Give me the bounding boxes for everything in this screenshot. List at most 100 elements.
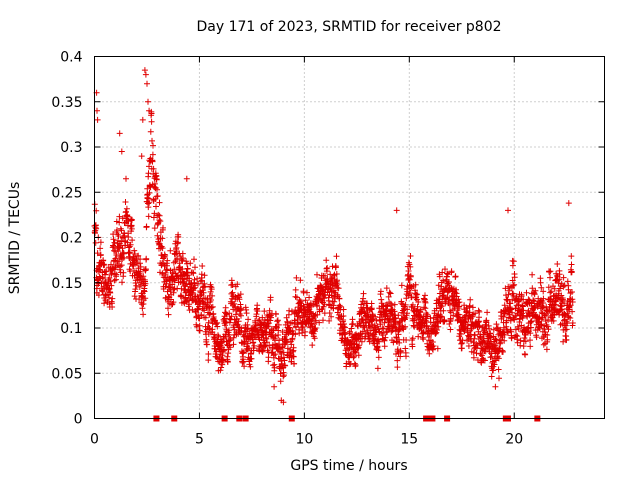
data-point bbox=[162, 283, 169, 290]
data-point bbox=[120, 269, 127, 276]
data-point bbox=[490, 326, 497, 333]
data-point bbox=[470, 354, 477, 361]
data-point bbox=[194, 275, 201, 282]
data-point bbox=[226, 319, 233, 326]
data-point bbox=[186, 301, 193, 308]
data-point bbox=[332, 264, 339, 271]
data-point bbox=[341, 331, 348, 338]
data-point bbox=[492, 383, 499, 390]
data-point bbox=[391, 308, 398, 315]
data-point bbox=[506, 287, 513, 294]
data-point bbox=[128, 225, 135, 232]
data-point bbox=[324, 265, 331, 271]
data-point bbox=[565, 200, 572, 207]
data-point bbox=[230, 334, 237, 341]
data-point bbox=[190, 285, 197, 292]
data-point bbox=[132, 286, 139, 293]
data-point bbox=[527, 337, 533, 344]
data-point bbox=[405, 268, 412, 274]
data-point bbox=[545, 316, 552, 323]
data-point bbox=[544, 336, 551, 343]
data-point bbox=[448, 284, 455, 291]
data-point bbox=[406, 276, 413, 283]
data-point bbox=[118, 227, 125, 234]
data-point bbox=[533, 334, 540, 341]
data-point bbox=[123, 205, 130, 212]
data-point bbox=[314, 271, 320, 278]
data-point bbox=[336, 295, 343, 302]
data-point bbox=[498, 336, 505, 343]
data-point bbox=[251, 342, 258, 349]
data-point bbox=[283, 314, 290, 321]
data-point bbox=[200, 300, 207, 307]
data-point bbox=[567, 315, 574, 321]
data-point bbox=[387, 300, 394, 307]
data-point bbox=[374, 343, 381, 350]
data-point bbox=[218, 364, 225, 371]
data-point bbox=[358, 308, 365, 315]
data-point bbox=[432, 330, 439, 337]
data-point bbox=[335, 285, 342, 292]
data-point bbox=[99, 275, 106, 282]
data-point bbox=[568, 253, 575, 260]
data-point bbox=[417, 306, 424, 313]
data-point bbox=[199, 277, 205, 284]
data-point bbox=[220, 347, 227, 354]
data-point bbox=[543, 346, 550, 353]
data-point bbox=[404, 306, 411, 313]
data-point bbox=[145, 98, 151, 105]
data-point bbox=[125, 234, 132, 240]
data-point bbox=[568, 269, 575, 276]
data-point bbox=[320, 303, 327, 310]
y-tick-label: 0.3 bbox=[60, 140, 82, 156]
data-point bbox=[382, 334, 389, 341]
data-point bbox=[186, 275, 193, 282]
data-point bbox=[148, 118, 155, 125]
data-point bbox=[165, 311, 172, 318]
data-point bbox=[116, 213, 123, 220]
data-point bbox=[297, 277, 304, 284]
data-point bbox=[127, 241, 134, 248]
data-point bbox=[567, 302, 574, 309]
data-point bbox=[340, 306, 347, 313]
data-point bbox=[396, 339, 403, 346]
data-point bbox=[217, 367, 224, 374]
data-point bbox=[266, 307, 273, 314]
data-point bbox=[447, 326, 454, 333]
data-point bbox=[475, 307, 482, 314]
data-point bbox=[537, 321, 544, 328]
data-point bbox=[99, 288, 106, 295]
data-point bbox=[560, 274, 567, 281]
data-point bbox=[505, 207, 511, 214]
data-point bbox=[509, 262, 516, 269]
data-point bbox=[377, 321, 384, 328]
data-point bbox=[540, 341, 547, 348]
data-point bbox=[237, 301, 244, 308]
data-point bbox=[139, 116, 146, 123]
data-point bbox=[196, 327, 203, 334]
data-point bbox=[403, 337, 410, 343]
data-point bbox=[207, 288, 214, 295]
data-point bbox=[202, 314, 209, 321]
data-point bbox=[235, 318, 242, 325]
data-point bbox=[236, 296, 243, 303]
data-point bbox=[395, 312, 402, 319]
data-point bbox=[500, 348, 506, 355]
data-point bbox=[387, 290, 394, 297]
data-point bbox=[398, 298, 405, 305]
data-point bbox=[393, 207, 400, 214]
data-point bbox=[159, 235, 166, 242]
data-point bbox=[172, 277, 178, 284]
data-point bbox=[281, 372, 287, 379]
data-point bbox=[277, 370, 284, 377]
data-point bbox=[538, 284, 545, 291]
data-point bbox=[524, 329, 531, 336]
data-point bbox=[140, 311, 147, 318]
data-point bbox=[199, 263, 206, 269]
data-point bbox=[271, 383, 278, 390]
data-point bbox=[147, 128, 154, 135]
data-point bbox=[314, 303, 321, 310]
data-point bbox=[559, 296, 566, 303]
y-tick-label: 0.1 bbox=[60, 321, 82, 337]
data-point bbox=[174, 239, 181, 246]
